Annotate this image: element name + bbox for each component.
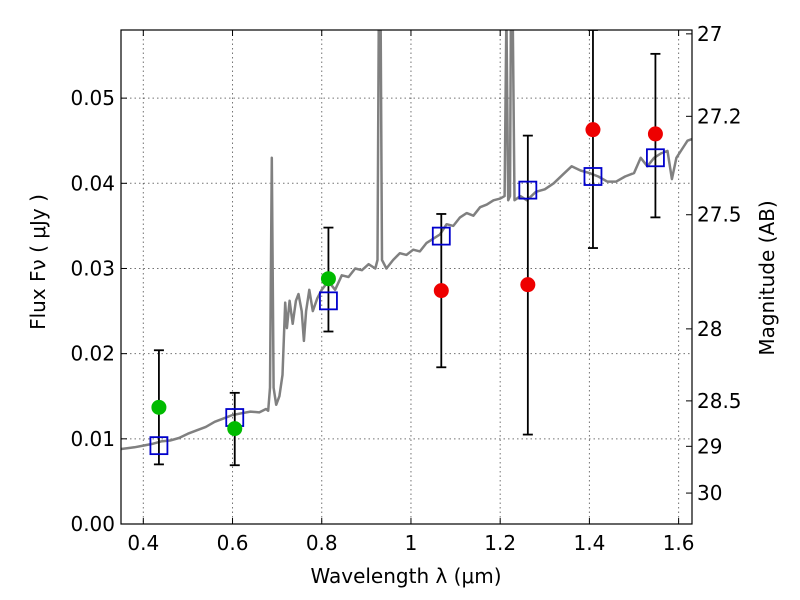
measured-point xyxy=(433,283,449,299)
x-axis-title: Wavelength λ (μm) xyxy=(310,564,501,588)
y-tick-label: 0.05 xyxy=(70,86,115,110)
measured-point xyxy=(520,277,536,293)
y-tick-label: 0.02 xyxy=(70,342,115,366)
x-tick-label: 1 xyxy=(405,531,418,555)
model-flux-square xyxy=(646,148,665,168)
y-tick-label: 0.03 xyxy=(70,256,115,280)
mag-tick-label: 29 xyxy=(697,434,722,458)
errorbar-layer xyxy=(153,30,661,467)
mag-tick-label: 27.5 xyxy=(697,203,742,227)
y-tick-label: 0.00 xyxy=(70,512,115,536)
mag-tick-label: 28 xyxy=(697,317,722,341)
spectrum-line xyxy=(121,30,692,451)
x-tick-label: 0.8 xyxy=(306,531,338,555)
detection-point xyxy=(320,271,336,287)
marker-layer xyxy=(149,122,665,456)
mag-tick-label: 28.5 xyxy=(697,389,742,413)
y-axis-title: Flux Fν ( μJy ) xyxy=(26,194,50,330)
plot-frame xyxy=(120,29,693,525)
mag-tick-label: 27 xyxy=(697,22,722,46)
y-tick-label: 0.04 xyxy=(70,171,115,195)
spectrum-layer xyxy=(121,30,692,451)
x-tick-label: 0.4 xyxy=(127,531,159,555)
x-tick-label: 1.4 xyxy=(573,531,605,555)
measured-point xyxy=(647,126,663,142)
tick-layer: 0.4 0.6 0.8 1 1.2 1.4 1.6 0.00 0.01 0.02 0.03 0.04 0… xyxy=(70,22,741,555)
measured-point xyxy=(585,122,601,138)
x-tick-label: 1.2 xyxy=(484,531,516,555)
right-axis-title: Magnitude (AB) xyxy=(755,200,779,355)
model-flux-square xyxy=(518,180,538,200)
y-tick-label: 0.01 xyxy=(70,427,115,451)
gridlines xyxy=(121,30,692,525)
x-tick-label: 1.6 xyxy=(663,531,695,555)
mag-tick-label: 30 xyxy=(697,481,722,505)
model-flux-square xyxy=(583,167,603,186)
detection-point xyxy=(151,399,167,415)
x-tick-label: 0.6 xyxy=(217,531,249,555)
model-flux-square xyxy=(319,291,338,311)
model-flux-square xyxy=(149,436,169,456)
detection-point xyxy=(227,421,243,437)
model-flux-square xyxy=(431,226,451,246)
mag-tick-label: 27.2 xyxy=(697,104,742,128)
